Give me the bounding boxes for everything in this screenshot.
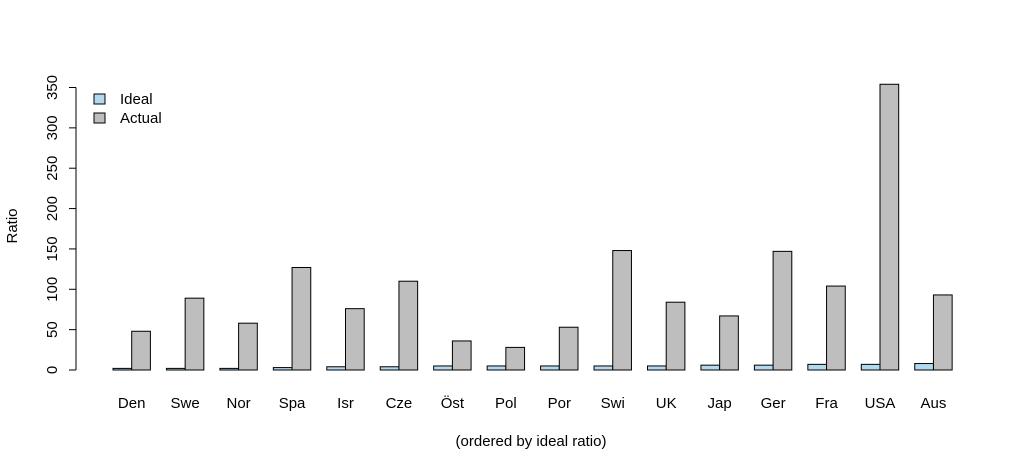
x-tick-label: Swi <box>601 395 625 412</box>
bar-ideal <box>379 366 400 371</box>
legend-swatch-ideal <box>93 93 106 105</box>
bar-ideal <box>433 365 453 371</box>
x-tick-label: Spa <box>279 395 306 412</box>
y-tick-label: 250 <box>44 156 61 181</box>
y-tick-label: 150 <box>44 236 61 261</box>
y-axis: 0 50 100 150 200 250 300 350 <box>44 75 77 374</box>
y-tick-label: 200 <box>44 196 61 221</box>
y-tick-label: 100 <box>44 277 61 302</box>
x-tick-label: Por <box>548 395 571 412</box>
bar-ideal <box>914 363 934 371</box>
bar-ideal <box>700 364 721 371</box>
bar-actual <box>398 280 419 371</box>
bar-ideal <box>326 366 346 371</box>
x-tick-label: Pol <box>495 395 517 412</box>
bar-ideal <box>593 365 614 371</box>
x-tick-label: Swe <box>171 395 200 412</box>
bar-ideal <box>165 367 186 371</box>
bar-actual <box>612 250 632 371</box>
bar-ideal <box>540 365 560 371</box>
x-tick-label: USA <box>865 395 896 412</box>
x-tick-label: UK <box>656 395 677 412</box>
bar-actual <box>238 322 258 371</box>
bar-actual <box>665 301 686 371</box>
bar-ideal <box>272 367 293 371</box>
x-tick-label: Fra <box>815 395 838 412</box>
y-tick-label: 350 <box>44 75 61 100</box>
bar-actual <box>879 83 900 371</box>
x-tick-label: Jap <box>708 395 732 412</box>
y-tick-label: 300 <box>44 115 61 140</box>
bar-actual <box>451 340 472 371</box>
bar-ideal <box>753 364 774 371</box>
bar-actual <box>345 308 365 371</box>
y-tick-label: 50 <box>44 321 61 338</box>
legend-label-ideal: Ideal <box>120 91 153 108</box>
x-tick-label: Aus <box>921 395 947 412</box>
bar-actual <box>772 250 793 371</box>
x-axis-title: (ordered by ideal ratio) <box>456 433 607 450</box>
legend-swatch-actual <box>93 112 106 124</box>
x-tick-label: Ger <box>761 395 786 412</box>
y-tick-label: 0 <box>44 366 61 374</box>
legend: Ideal Actual <box>93 91 162 127</box>
bar-actual <box>558 326 579 371</box>
bar-actual <box>291 266 312 371</box>
x-tick-label: Nor <box>227 395 251 412</box>
x-tick-label: Den <box>118 395 146 412</box>
bar-actual <box>719 315 739 371</box>
x-tick-label: Cze <box>386 395 413 412</box>
bar-ideal <box>112 367 133 371</box>
bar-ideal <box>807 363 828 371</box>
x-tick-label: Öst <box>441 394 465 412</box>
legend-label-actual: Actual <box>120 110 162 127</box>
bar-ideal <box>486 365 507 371</box>
bar-actual <box>932 294 953 371</box>
bar-actual <box>505 346 526 371</box>
bar-actual <box>184 297 205 371</box>
bar-ideal <box>219 367 240 371</box>
x-tick-labels: Den Swe Nor Spa Isr Cze Öst Pol Por Swi UK Jap Ger Fr… <box>118 394 946 412</box>
bar-ideal <box>860 363 881 371</box>
y-axis-title: Ratio <box>4 208 21 243</box>
bars <box>112 83 953 371</box>
bar-ideal <box>647 365 667 371</box>
x-tick-label: Isr <box>337 395 354 412</box>
bar-actual <box>131 330 151 371</box>
bar-actual <box>826 285 846 371</box>
